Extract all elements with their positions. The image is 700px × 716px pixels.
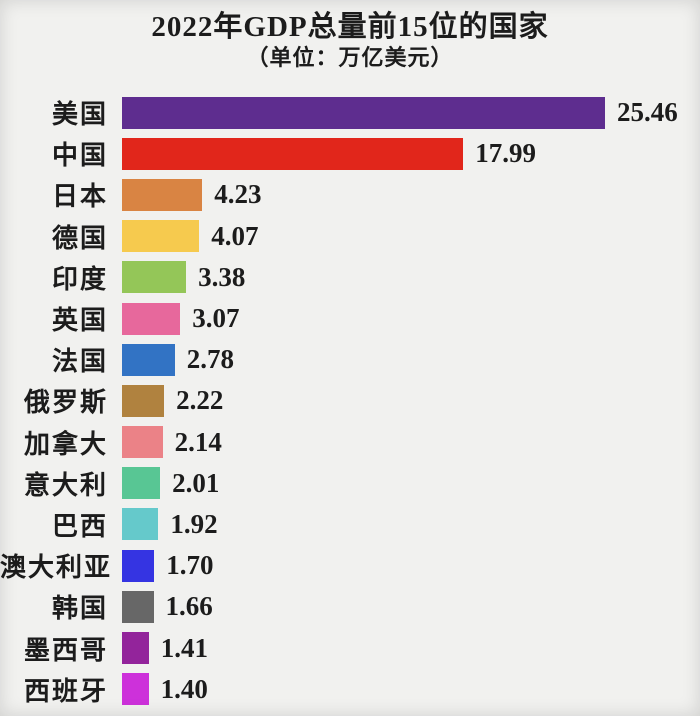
gdp-bar [122,137,464,170]
gdp-value: 1.70 [166,550,214,581]
bar-chart: 美国 25.46 中国 17.99 日本 4.23 德国 4.07 印度 3.38 英国 3.07 法国… [0,92,700,710]
gdp-value: 1.40 [160,673,208,704]
gdp-value: 4.07 [211,220,259,251]
bar-row: 法国 2.78 [0,339,700,380]
country-label: 印度 [51,263,108,294]
country-label: 中国 [51,140,108,171]
country-label: 法国 [51,346,108,377]
gdp-value: 17.99 [475,138,537,169]
gdp-bar [122,178,203,211]
gdp-bar [122,96,605,129]
gdp-value: 2.22 [176,385,224,416]
gdp-bar [122,384,165,417]
country-label: 澳大利亚 [0,552,113,583]
gdp-bar [122,426,163,459]
bar-row: 韩国 1.66 [0,586,700,627]
gdp-value: 2.78 [186,344,234,375]
country-label: 德国 [51,222,108,253]
bar-row: 澳大利亚 1.70 [0,545,700,586]
gdp-bar [122,343,175,376]
bar-row: 日本 4.23 [0,174,700,215]
gdp-value: 25.46 [617,97,678,128]
bar-row: 印度 3.38 [0,257,700,298]
bar-row: 俄罗斯 2.22 [0,380,700,421]
gdp-value: 3.07 [192,303,240,334]
gdp-value: 4.23 [214,179,262,210]
bar-row: 意大利 2.01 [0,463,700,504]
country-label: 巴西 [51,510,108,541]
bar-row: 美国 25.46 [0,92,700,133]
chart-subtitle: （单位：万亿美元） [246,45,454,70]
country-label: 英国 [51,305,108,336]
country-label: 美国 [51,99,108,130]
gdp-value: 1.41 [160,632,208,663]
gdp-value: 1.66 [165,591,213,622]
bar-row: 中国 17.99 [0,133,700,174]
gdp-bar [122,261,187,294]
gdp-value: 3.38 [198,261,246,292]
gdp-value: 1.92 [170,508,218,539]
country-label: 日本 [51,181,108,212]
gdp-bar [122,673,149,706]
bar-row: 墨西哥 1.41 [0,627,700,668]
gdp-value: 2.14 [174,426,222,457]
country-label: 俄罗斯 [23,387,108,418]
gdp-bar [122,508,159,541]
bar-row: 巴西 1.92 [0,504,700,545]
bar-row: 德国 4.07 [0,216,700,257]
gdp-bar [122,549,155,582]
bar-row: 西班牙 1.40 [0,669,700,710]
gdp-bar [122,220,200,253]
gdp-bar [122,467,161,500]
country-label: 加拿大 [23,428,108,459]
bar-row: 英国 3.07 [0,298,700,339]
gdp-bar [122,590,154,623]
bar-row: 加拿大 2.14 [0,422,700,463]
country-label: 西班牙 [23,675,108,706]
country-label: 意大利 [23,469,108,500]
gdp-bar [122,302,181,335]
country-label: 墨西哥 [23,634,108,665]
chart-title: 2022年GDP总量前15位的国家 [151,11,549,43]
country-label: 韩国 [51,593,108,624]
gdp-value: 2.01 [172,467,220,498]
gdp-bar [122,632,149,665]
chart-header: 2022年GDP总量前15位的国家 （单位：万亿美元） [0,0,700,71]
